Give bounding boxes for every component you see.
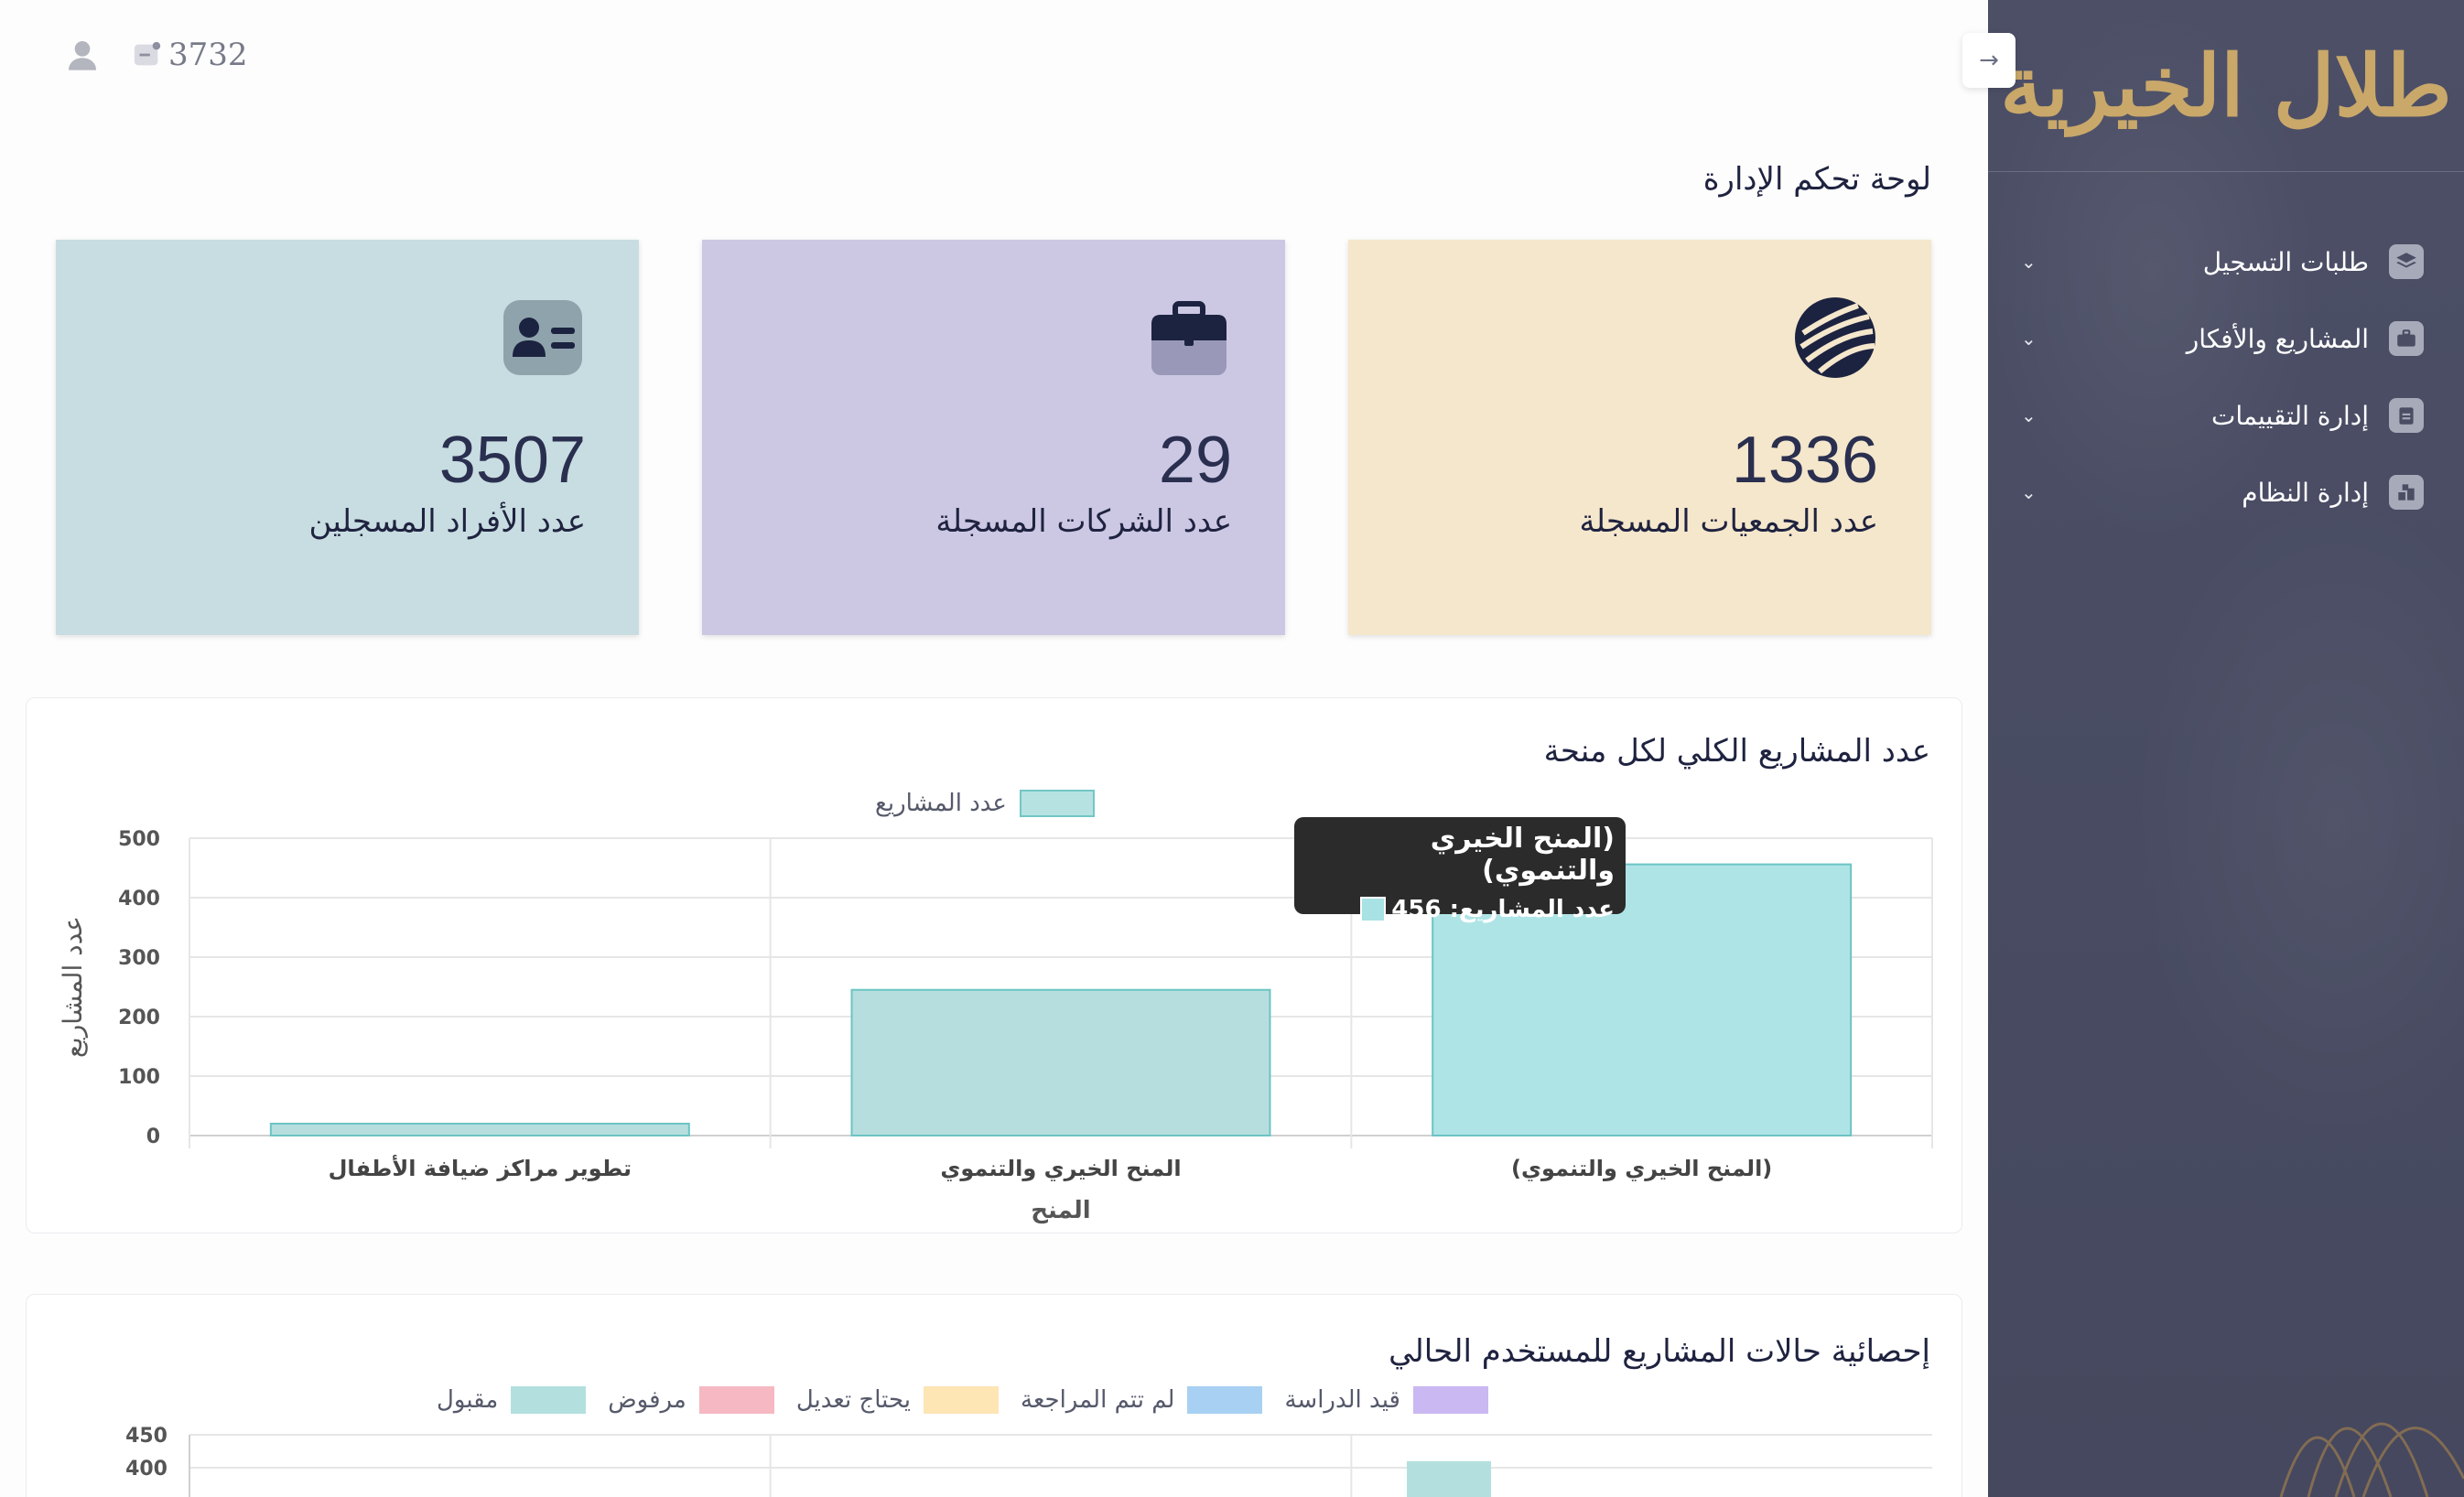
sidebar-item-evaluations[interactable]: إدارة التقييمات ⌄	[1988, 377, 2464, 454]
collapse-sidebar-button[interactable]: →	[1962, 33, 2016, 88]
x-tick-label: تطوير مراكز ضيافة الأطفال	[329, 1155, 632, 1181]
legend-item-not-reviewed[interactable]: لم تتم المراجعة	[1021, 1386, 1263, 1414]
y-tick-label: 200	[118, 1007, 160, 1029]
sidebar-item-label: إدارة التقييمات	[2210, 400, 2369, 431]
tooltip-swatch	[1360, 897, 1387, 922]
tooltip-value: عدد المشاريع: 456	[1391, 896, 1615, 923]
legend-label: عدد المشاريع	[875, 790, 1007, 817]
wallet-icon	[134, 41, 161, 66]
briefcase-icon	[1148, 296, 1230, 379]
chart-panel-projects-per-grant: عدد المشاريع الكلي لكل منحة عدد المشاريع…	[26, 697, 1962, 1233]
x-tick-label: المنح الخيري والتنموي	[940, 1156, 1181, 1181]
legend-label: قيد الدراسة	[1284, 1386, 1400, 1414]
chevron-down-icon: ⌄	[2021, 328, 2037, 350]
legend-swatch	[1187, 1386, 1263, 1414]
bar-chart: 0 100 200 300 400 500 (المنح الخيري والتنموي) ا…	[58, 828, 1933, 1224]
page-title: لوحة تحكم الإدارة	[1702, 161, 1931, 198]
chart-title: عدد المشاريع الكلي لكل منحة	[1543, 733, 1930, 770]
chart-tooltip: (المنح الخيري والتنموي) عدد المشاريع: 45…	[1294, 817, 1626, 923]
stat-value: 3507	[438, 424, 586, 497]
stat-value: 29	[1158, 424, 1232, 497]
network-icon	[1794, 296, 1876, 379]
bar	[269, 1123, 690, 1136]
legend-item-accepted[interactable]: مقبول	[437, 1386, 587, 1414]
user-icon[interactable]	[64, 37, 101, 73]
stat-label: عدد الشركات المسجلة	[935, 503, 1232, 540]
legend-swatch	[511, 1386, 587, 1414]
legend-label: لم تتم المراجعة	[1021, 1386, 1175, 1414]
legend-swatch	[698, 1386, 774, 1414]
sidebar-item-label: إدارة النظام	[2242, 477, 2369, 508]
stat-card-individuals[interactable]: 3507 عدد الأفراد المسجلين	[56, 240, 639, 635]
chevron-down-icon: ⌄	[2021, 481, 2037, 503]
legend-item[interactable]: عدد المشاريع	[875, 790, 1095, 817]
legend-label: مرفوض	[608, 1386, 686, 1414]
stat-value: 1336	[1731, 424, 1878, 497]
legend-label: مقبول	[437, 1386, 499, 1414]
y-tick-label: 100	[118, 1066, 160, 1089]
balance-indicator[interactable]: 3732	[132, 37, 248, 73]
tooltip-title: (المنح الخيري والتنموي)	[1430, 823, 1615, 887]
arrow-right-icon: →	[1979, 47, 1999, 74]
chart-legend: قيد الدراسة لم تتم المراجعة يحتاج تعديل …	[437, 1386, 1488, 1414]
sidebar-item-label: المشاريع والأفكار	[2186, 323, 2369, 354]
sidebar-item-label: طلبات التسجيل	[2202, 246, 2369, 277]
decorative-pattern	[2279, 1422, 2464, 1497]
y-tick-label: 400	[118, 888, 160, 910]
stat-label: عدد الأفراد المسجلين	[308, 503, 586, 540]
system-icon	[2389, 475, 2424, 510]
legend-swatch	[1019, 790, 1095, 817]
balance-value: 3732	[168, 37, 248, 73]
sidebar-item-projects-ideas[interactable]: المشاريع والأفكار ⌄	[1988, 300, 2464, 377]
stat-label: عدد الجمعيات المسجلة	[1579, 503, 1878, 540]
y-axis-label: عدد المشاريع	[58, 916, 88, 1058]
chevron-down-icon: ⌄	[2021, 404, 2037, 426]
legend-item-rejected[interactable]: مرفوض	[608, 1386, 774, 1414]
clipboard-icon	[2389, 398, 2424, 433]
y-tick-label: 500	[118, 828, 160, 851]
y-tick-label: 0	[146, 1125, 160, 1148]
chart-panel-project-status: إحصائية حالات المشاريع للمستخدم الحالي ق…	[26, 1294, 1962, 1497]
legend-label: يحتاج تعديل	[795, 1386, 912, 1414]
legend-item-under-study[interactable]: قيد الدراسة	[1284, 1386, 1488, 1414]
sidebar: طلال الخيرية طلبات التسجيل ⌄ المشاريع وا…	[1988, 0, 2464, 1497]
sidebar-nav: طلبات التسجيل ⌄ المشاريع والأفكار ⌄ إدار…	[1988, 172, 2464, 531]
logo-area: طلال الخيرية	[1988, 0, 2464, 172]
x-axis-label: المنح	[1031, 1197, 1090, 1224]
briefcase-icon	[2389, 321, 2424, 356]
legend-swatch	[924, 1386, 1000, 1414]
sidebar-item-system-admin[interactable]: إدارة النظام ⌄	[1988, 454, 2464, 531]
legend-item-needs-edit[interactable]: يحتاج تعديل	[795, 1386, 1000, 1414]
y-tick-label: 450	[125, 1425, 168, 1448]
sidebar-item-registration-requests[interactable]: طلبات التسجيل ⌄	[1988, 223, 2464, 300]
y-tick-label: 400	[125, 1458, 168, 1481]
stat-card-associations[interactable]: 1336 عدد الجمعيات المسجلة	[1348, 240, 1931, 635]
chevron-down-icon: ⌄	[2021, 251, 2037, 273]
bar	[850, 988, 1271, 1136]
chart-legend: عدد المشاريع	[875, 790, 1095, 817]
bar	[1407, 1460, 1491, 1497]
layers-icon	[2389, 244, 2424, 279]
stat-card-companies[interactable]: 29 عدد الشركات المسجلة	[702, 240, 1285, 635]
logo[interactable]: طلال الخيرية	[2000, 36, 2453, 135]
y-tick-label: 300	[118, 947, 160, 970]
x-tick-label: (المنح الخيري والتنموي)	[1511, 1156, 1772, 1181]
chart-title: إحصائية حالات المشاريع للمستخدم الحالي	[1389, 1333, 1930, 1370]
legend-swatch	[1412, 1386, 1488, 1414]
id-card-icon	[502, 296, 584, 379]
topbar: 3732	[64, 37, 248, 73]
